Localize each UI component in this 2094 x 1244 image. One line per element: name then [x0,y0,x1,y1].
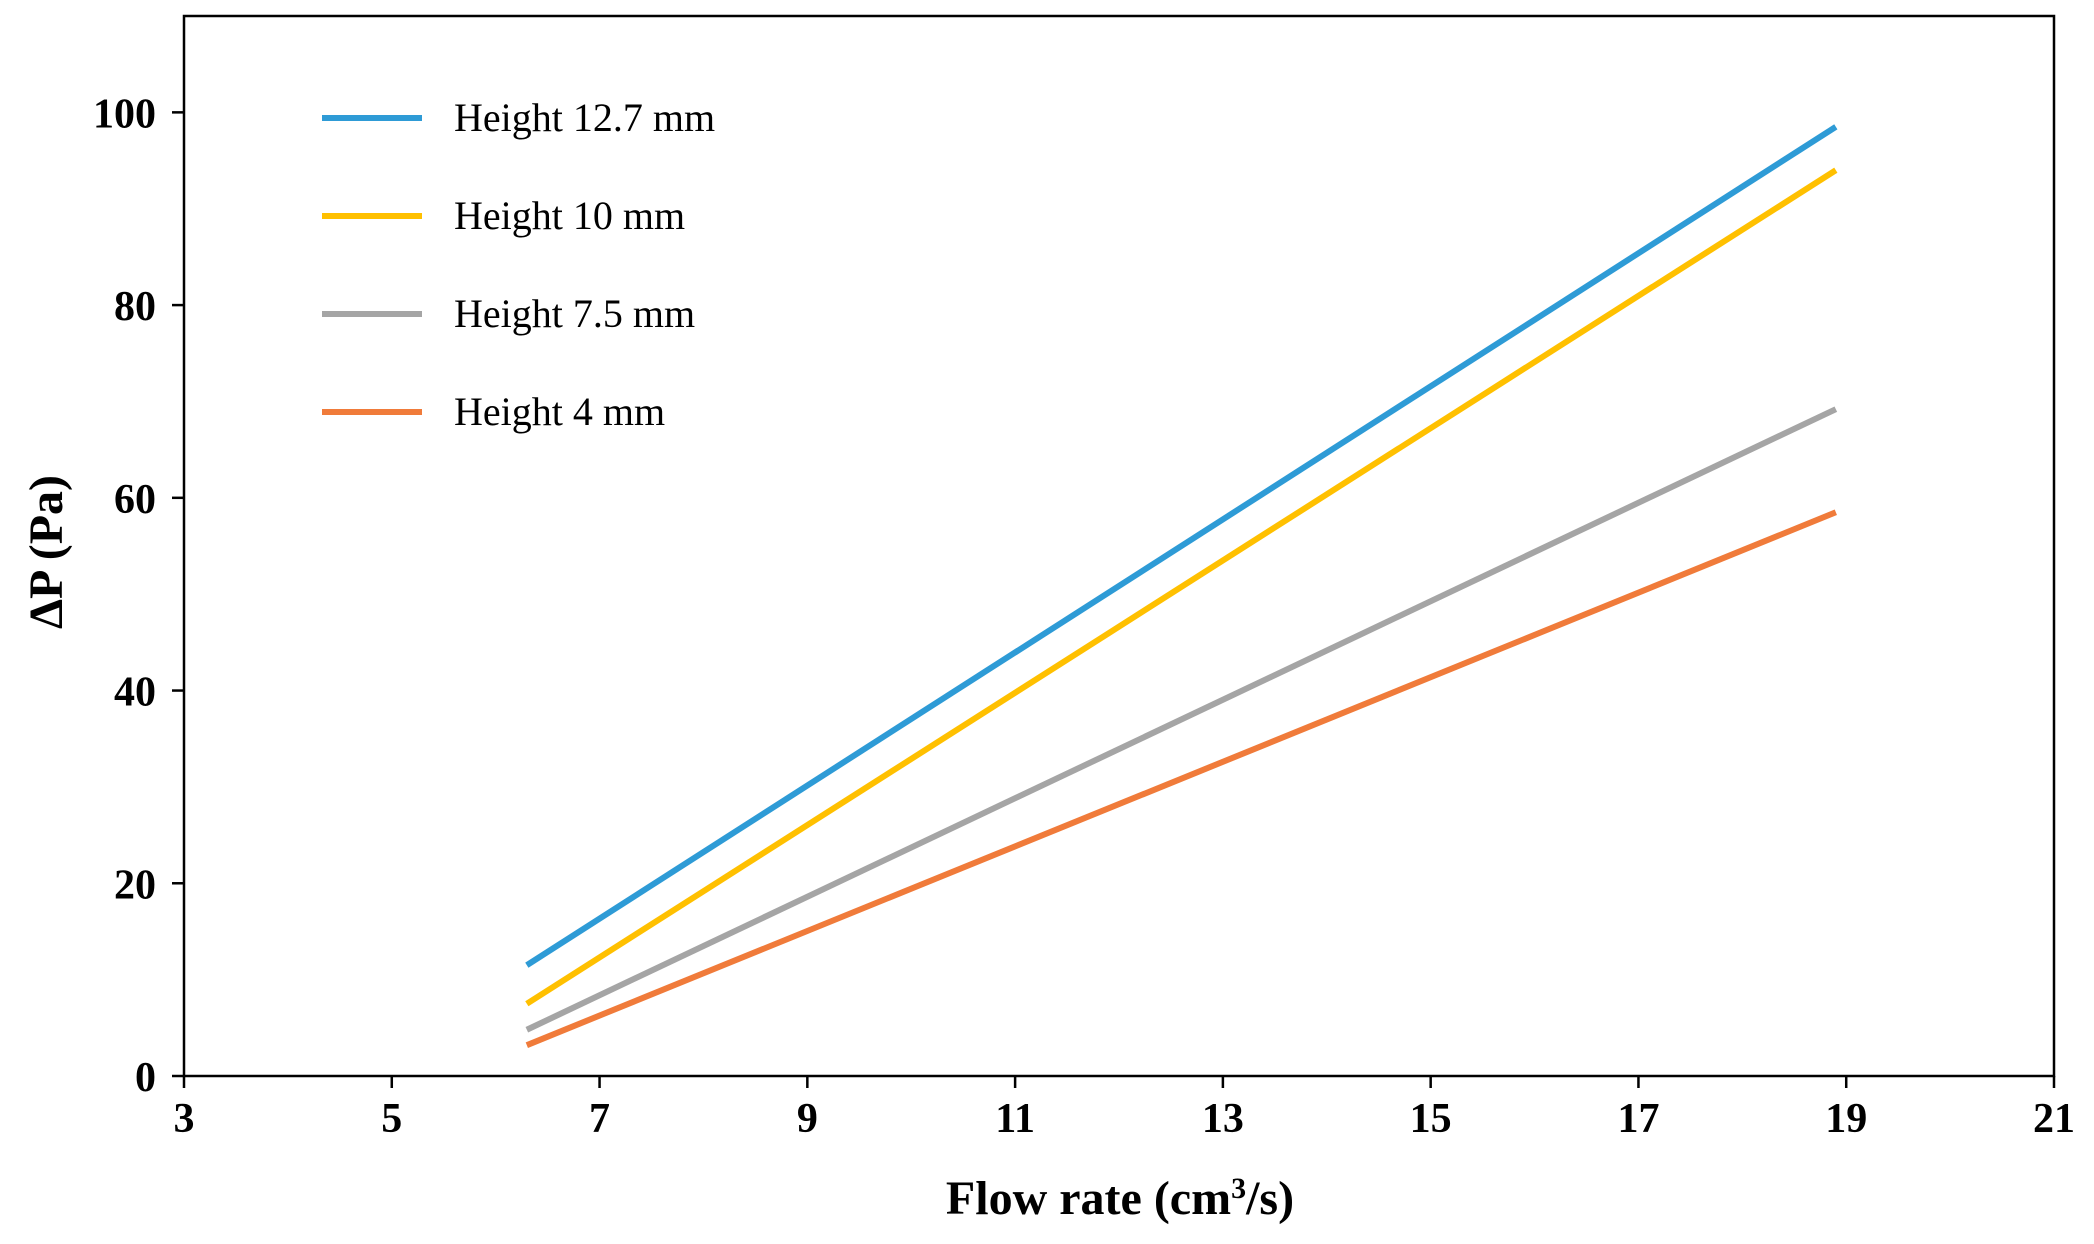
x-tick-label: 9 [797,1096,818,1142]
axes: 3 5 7 9 11 13 15 17 19 21 0 20 40 60 80 100 [93,14,2075,1142]
x-tick-label: 17 [1617,1096,1659,1142]
series-line-2 [525,167,1838,1007]
x-axis-title-tail: /s) [1245,1172,1294,1225]
x-tick-label: 5 [381,1096,402,1142]
y-tick-label: 0 [135,1055,156,1101]
series-line-4 [525,509,1837,1048]
series-lines [525,124,1838,1048]
y-tick-label: 60 [114,477,156,523]
plot-area-frame [182,14,2056,1078]
series-line-3 [525,406,1838,1033]
x-tick-label: 3 [174,1096,195,1142]
x-axis-title: Flow rate (cm3/s) [946,1172,1294,1225]
y-tick-label: 80 [114,284,156,330]
legend: Height 12.7 mm Height 10 mm Height 7.5 mm H… [322,95,715,434]
x-tick-label: 19 [1825,1096,1867,1142]
y-axis-title: ΔP (Pa) [20,475,73,629]
y-tick-label: 100 [93,91,156,137]
y-tick-label: 20 [114,862,156,908]
x-axis-title-superscript: 3 [1231,1172,1246,1205]
x-tick-label: 21 [2033,1096,2075,1142]
y-tick-label: 40 [114,670,156,716]
x-tick-label: 15 [1410,1096,1452,1142]
x-axis-title-main: Flow rate (cm [946,1172,1231,1225]
legend-label-3: Height 7.5 mm [454,291,695,336]
series-line-1 [525,124,1838,968]
legend-label-1: Height 12.7 mm [454,95,715,140]
x-tick-label: 13 [1202,1096,1244,1142]
legend-label-4: Height 4 mm [454,389,665,434]
x-tick-label: 7 [589,1096,610,1142]
x-tick-label: 11 [995,1096,1035,1142]
legend-label-2: Height 10 mm [454,193,685,238]
